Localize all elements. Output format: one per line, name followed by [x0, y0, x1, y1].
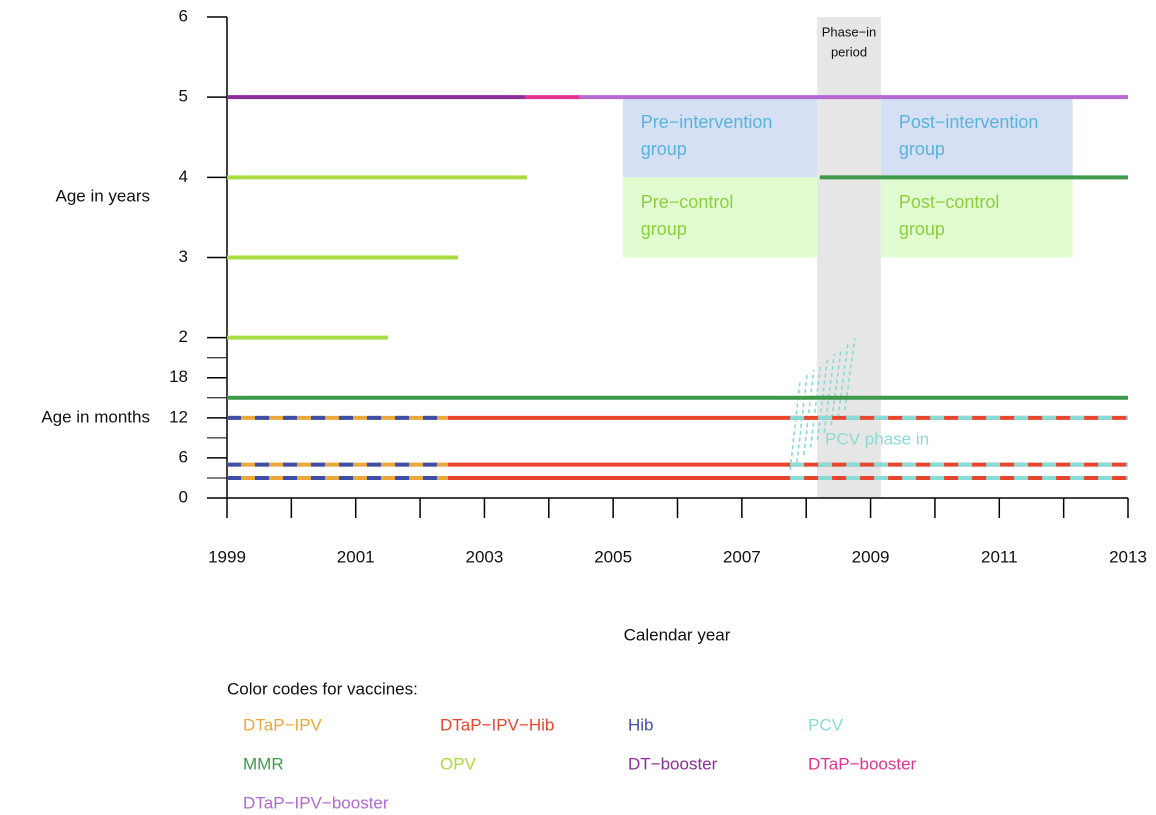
- group-label: group: [899, 139, 945, 159]
- y-tick-label: 4: [179, 167, 188, 186]
- y-tick-label: 18: [169, 367, 188, 386]
- group-box: [622, 177, 818, 258]
- y-label-months: Age in months: [41, 407, 150, 426]
- x-tick-label: 2001: [337, 547, 375, 566]
- x-tick-label: 2007: [723, 547, 761, 566]
- legend-entry: Hib: [628, 715, 654, 734]
- phase-in-label: Phase−in: [822, 24, 877, 39]
- group-label: Post−control: [899, 192, 1000, 212]
- y-label-years: Age in years: [56, 186, 151, 205]
- y-tick-label: 12: [169, 407, 188, 426]
- legend-entry: MMR: [243, 754, 284, 773]
- phase-in-label: period: [831, 44, 867, 59]
- group-box: [622, 97, 818, 178]
- y-tick-label: 5: [179, 87, 188, 106]
- group-label: Pre−control: [641, 192, 734, 212]
- legend-entry: PCV: [808, 715, 844, 734]
- pcv-hatch: [789, 379, 801, 471]
- pcv-hatch: [837, 343, 849, 418]
- group-label: Post−intervention: [899, 112, 1039, 132]
- x-tick-label: 2013: [1109, 547, 1147, 566]
- group-box: [880, 97, 1073, 178]
- legend-title: Color codes for vaccines:: [227, 679, 418, 698]
- phase-in-band: [817, 17, 881, 498]
- legend-entry: DT−booster: [628, 754, 718, 773]
- legend-entry: DTaP−IPV−Hib: [440, 715, 554, 734]
- legend-entry: DTaP−IPV−booster: [243, 793, 389, 812]
- x-tick-label: 1999: [208, 547, 246, 566]
- y-tick-label: 3: [179, 247, 188, 266]
- group-label: group: [899, 219, 945, 239]
- pcv-hatch: [803, 369, 815, 456]
- pcv-hatch: [830, 348, 842, 426]
- y-tick-label: 6: [179, 6, 188, 25]
- x-label: Calendar year: [624, 625, 731, 644]
- group-label: Pre−intervention: [641, 112, 773, 132]
- pcv-hatch: [844, 337, 856, 411]
- pcv-hatch: [823, 353, 836, 433]
- legend-entry: DTaP−booster: [808, 754, 917, 773]
- group-label: group: [641, 219, 687, 239]
- x-tick-label: 2003: [466, 547, 504, 566]
- x-tick-label: 2011: [981, 547, 1018, 566]
- y-tick-label: 0: [179, 487, 188, 506]
- group-box: [880, 177, 1073, 258]
- pcv-phase-label: PCV phase in: [825, 429, 929, 448]
- y-tick-label: 2: [179, 327, 188, 346]
- legend-entry: OPV: [440, 754, 477, 773]
- group-label: group: [641, 139, 687, 159]
- legend-entry: DTaP−IPV: [243, 715, 323, 734]
- y-tick-label: 6: [179, 447, 188, 466]
- x-tick-label: 2005: [594, 547, 632, 566]
- x-tick-label: 2009: [852, 547, 890, 566]
